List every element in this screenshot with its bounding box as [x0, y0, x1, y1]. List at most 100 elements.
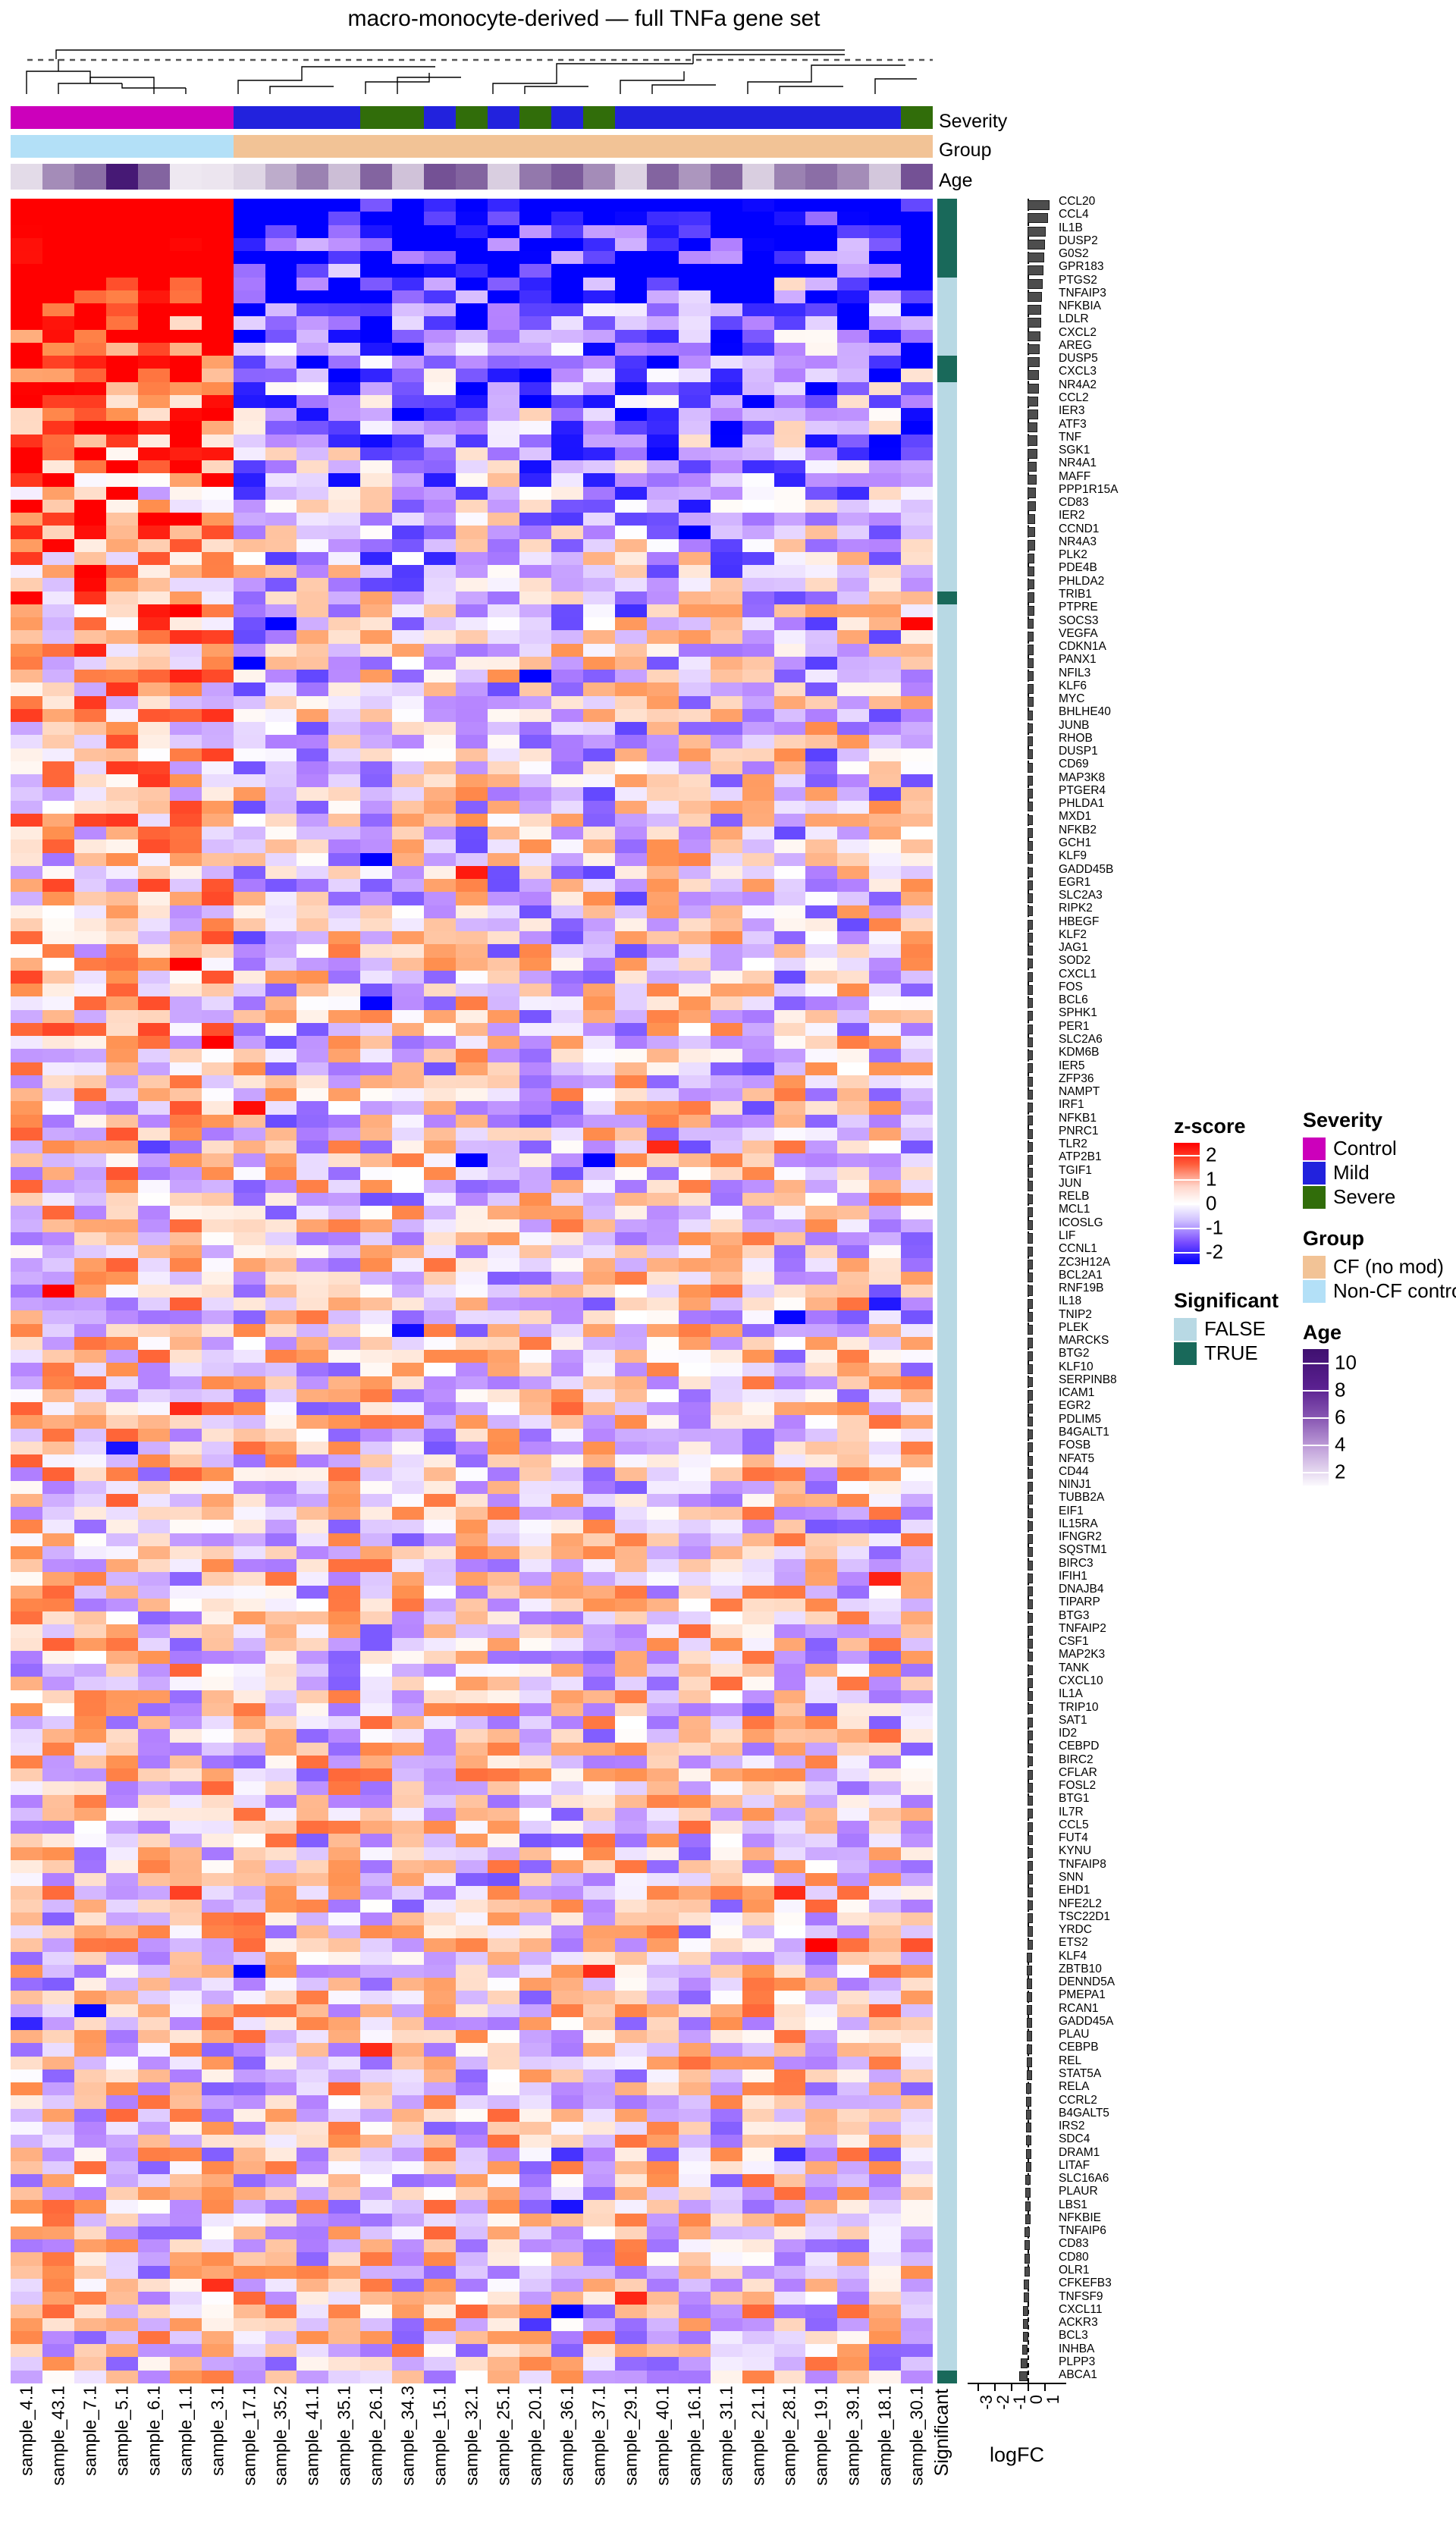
heatmap-cell	[837, 1925, 870, 1939]
heatmap-cell	[710, 1101, 742, 1115]
heatmap-cell	[646, 565, 679, 579]
heatmap-cell	[710, 1755, 742, 1768]
heatmap-cell	[169, 2252, 202, 2266]
heatmap-cell	[456, 394, 488, 408]
heatmap-cell	[360, 1991, 393, 2004]
heatmap-cell	[582, 1166, 615, 1180]
heatmap-cell	[105, 1232, 138, 1245]
heatmap-cell	[201, 2213, 234, 2226]
heatmap-cell	[11, 1886, 42, 1900]
heatmap-cell	[360, 1559, 393, 1573]
heatmap-cell	[488, 538, 519, 552]
heatmap-cell	[582, 1284, 615, 1298]
heatmap-cell	[519, 2148, 551, 2161]
heatmap-cell	[774, 1742, 806, 1756]
heatmap-cell	[105, 237, 138, 251]
heatmap-row	[11, 604, 934, 617]
heatmap-cell	[488, 2108, 519, 2122]
heatmap-cell	[614, 1232, 647, 1245]
heatmap-cell	[710, 735, 742, 748]
heatmap-cell	[678, 2030, 711, 2044]
heatmap-cell	[105, 879, 138, 893]
heatmap-cell	[678, 1193, 711, 1207]
heatmap-cell	[774, 839, 806, 853]
heatmap-cell	[297, 1036, 329, 1050]
heatmap-cell	[328, 865, 361, 879]
heatmap-cell	[742, 1088, 774, 1102]
heatmap-cell	[233, 2016, 265, 2030]
heatmap-cell	[805, 695, 838, 709]
heatmap-cell	[551, 1572, 583, 1586]
heatmap-cell	[742, 2160, 774, 2174]
heatmap-cell	[614, 2213, 647, 2226]
heatmap-cell	[646, 237, 679, 251]
heatmap-cell	[488, 1467, 519, 1481]
heatmap-cell	[901, 1245, 934, 1259]
heatmap-cell	[519, 1899, 551, 1913]
heatmap-cell	[11, 2030, 42, 2044]
heatmap-cell	[582, 1847, 615, 1860]
heatmap-cell	[646, 1507, 679, 1520]
heatmap-cell	[837, 865, 870, 879]
heatmap-cell	[424, 2239, 457, 2253]
heatmap-cell	[869, 1298, 902, 1311]
heatmap-cell	[137, 1677, 170, 1690]
heatmap-cell	[424, 1821, 457, 1834]
age-cell	[456, 164, 488, 190]
heatmap-cell	[582, 656, 615, 670]
heatmap-cell	[614, 1859, 647, 1873]
heatmap-cell	[201, 1232, 234, 1245]
heatmap-cell	[646, 2004, 679, 2017]
heatmap-cell	[424, 2148, 457, 2161]
heatmap-cell	[488, 1821, 519, 1834]
heatmap-cell	[456, 1912, 488, 1925]
heatmap-cell	[424, 630, 457, 644]
heatmap-cell	[488, 1219, 519, 1232]
heatmap-cell	[297, 2135, 329, 2148]
heatmap-cell	[488, 591, 519, 604]
heatmap-cell	[646, 316, 679, 330]
heatmap-cell	[297, 2121, 329, 2135]
heatmap-cell	[901, 1062, 934, 1075]
heatmap-cell	[392, 1912, 425, 1925]
heatmap-cell	[74, 1520, 106, 1533]
group-cell	[201, 135, 234, 158]
heatmap-cell	[424, 2292, 457, 2305]
heatmap-cell	[901, 1467, 934, 1481]
heatmap-cell	[169, 538, 202, 552]
heatmap-cell	[456, 565, 488, 579]
heatmap-cell	[869, 486, 902, 500]
heatmap-cell	[678, 2305, 711, 2318]
heatmap-cell	[137, 1690, 170, 1703]
heatmap-cell	[74, 1755, 106, 1768]
heatmap-cell	[105, 421, 138, 435]
heatmap-cell	[201, 1049, 234, 1062]
heatmap-cell	[328, 499, 361, 513]
heatmap-cell	[901, 408, 934, 422]
heatmap-cell	[646, 434, 679, 447]
heatmap-row	[11, 1428, 934, 1442]
heatmap-cell	[328, 578, 361, 592]
heatmap-cell	[837, 1219, 870, 1232]
heatmap-cell	[519, 643, 551, 657]
heatmap-cell	[11, 2200, 42, 2214]
heatmap-cell	[774, 1781, 806, 1795]
heatmap-cell	[297, 381, 329, 395]
heatmap-cell	[328, 1101, 361, 1115]
heatmap-cell	[74, 722, 106, 736]
heatmap-cell	[42, 1781, 74, 1795]
heatmap-cell	[328, 1690, 361, 1703]
severity-cell	[456, 106, 488, 129]
heatmap-cell	[328, 918, 361, 931]
heatmap-cell	[742, 630, 774, 644]
heatmap-cell	[837, 1585, 870, 1599]
heatmap-cell	[328, 1206, 361, 1219]
heatmap-cell	[265, 1781, 297, 1795]
heatmap-cell	[456, 381, 488, 395]
heatmap-cell	[42, 2226, 74, 2239]
heatmap-cell	[551, 604, 583, 617]
heatmap-cell	[837, 1964, 870, 1978]
heatmap-cell	[519, 2278, 551, 2292]
heatmap-cell	[582, 499, 615, 513]
heatmap-cell	[392, 1755, 425, 1768]
